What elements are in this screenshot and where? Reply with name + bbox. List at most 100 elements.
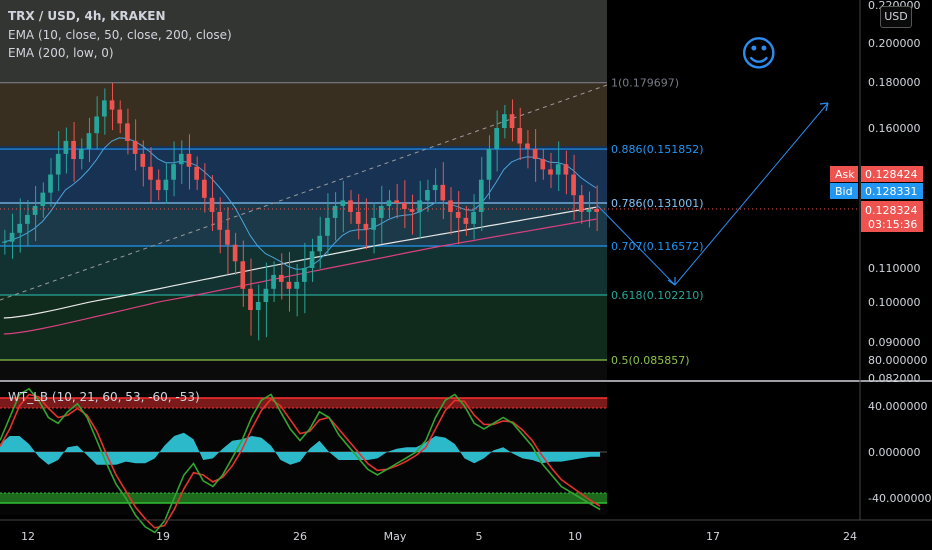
candle-body	[340, 200, 346, 206]
price-tick-5: 0.100000	[868, 296, 921, 309]
candle-body	[402, 203, 407, 209]
candle-body	[194, 166, 199, 180]
candle-body	[132, 140, 138, 154]
candle-body	[55, 153, 61, 175]
candle-body	[478, 179, 484, 212]
bid-price: 0.128331	[865, 185, 918, 198]
candle-body	[263, 288, 269, 302]
candle-body	[394, 200, 399, 203]
candle-body	[309, 251, 315, 268]
candle-body	[148, 166, 153, 180]
candle-body	[40, 192, 46, 206]
candle-body	[571, 174, 576, 196]
ema-legend-1[interactable]: EMA (10, close, 50, close, 200, close)	[8, 28, 232, 42]
candle-body	[225, 229, 230, 245]
candle-body	[594, 208, 599, 212]
candle-body	[94, 116, 99, 134]
candle-body	[271, 274, 276, 289]
candle-body	[9, 232, 15, 242]
oscillator-legend[interactable]: WT_LB (10, 21, 60, 53, -60, -53)	[8, 390, 200, 404]
price-tick-6: 0.090000	[868, 336, 921, 349]
candle-body	[25, 214, 30, 224]
candle-body	[425, 190, 430, 201]
candle-body	[563, 164, 569, 175]
fib-zone-0886-0786	[0, 146, 607, 203]
candle-body	[355, 211, 361, 224]
candle-body	[386, 200, 392, 206]
candle-body	[486, 148, 492, 180]
projection-path[interactable]	[596, 102, 829, 286]
candle-body	[125, 123, 130, 141]
candle-body	[417, 200, 423, 212]
candle-body	[332, 205, 338, 218]
ema-legend-2[interactable]: EMA (200, low, 0)	[8, 46, 114, 60]
candle-body	[371, 217, 376, 230]
time-tick-5: 10	[568, 530, 582, 543]
fib-zone-0618-05	[0, 295, 607, 360]
oscillator-axis[interactable]: 80.000000 40.000000 0.000000 -40.000000	[868, 354, 931, 505]
projection-arrowhead-mid	[667, 277, 676, 286]
last-price-marker: 0.128324 03:15:36	[861, 201, 923, 232]
candle-body	[586, 208, 592, 212]
candle-body	[163, 179, 169, 191]
ask-label: Ask	[835, 168, 855, 181]
osc-tick-0: 80.000000	[868, 354, 928, 367]
candle-body	[286, 281, 292, 289]
candle-body	[217, 211, 223, 230]
candle-body	[140, 153, 146, 167]
osc-tick-2: 0.000000	[868, 446, 921, 459]
time-tick-1: 19	[156, 530, 170, 543]
fib-zone-1-0886	[0, 82, 607, 146]
candle-body	[517, 128, 523, 144]
candle-body	[432, 184, 438, 191]
bid-marker: Bid 0.128331	[830, 183, 923, 199]
osc-tick-1: 40.000000	[868, 400, 928, 413]
time-axis[interactable]: 12 19 26 May 5 10 17 24	[21, 530, 857, 543]
fib-label-3: 0.707(0.116572)	[611, 240, 704, 253]
candle-body	[102, 100, 107, 117]
fib-label-0: 1(0.179697)	[611, 77, 679, 90]
fib-zone-0786-0707	[0, 203, 607, 246]
candle-body	[540, 159, 546, 170]
candle-body	[471, 211, 476, 224]
candle-body	[325, 217, 330, 236]
candle-body	[63, 140, 69, 154]
candle-body	[278, 274, 284, 282]
candle-body	[255, 302, 261, 310]
countdown: 03:15:36	[868, 218, 917, 231]
candle-body	[171, 164, 176, 180]
candle-body	[502, 114, 507, 128]
price-tick-2: 0.180000	[868, 76, 921, 89]
candle-body	[109, 100, 115, 110]
fib-label-5: 0.5(0.085857)	[611, 354, 690, 367]
time-tick-2: 26	[293, 530, 307, 543]
ask-price: 0.128424	[865, 168, 918, 181]
candle-body	[463, 217, 469, 224]
candle-body	[232, 244, 238, 262]
candle-body	[178, 153, 184, 165]
os-band	[0, 493, 607, 503]
time-tick-4: 5	[476, 530, 483, 543]
last-price: 0.128324	[865, 204, 918, 217]
candle-body	[86, 133, 92, 149]
fib-label-1: 0.886(0.151852)	[611, 143, 704, 156]
candlesticks	[2, 82, 599, 341]
candle-body	[48, 174, 53, 193]
currency-button[interactable]: USD	[880, 6, 912, 28]
symbol-legend[interactable]: TRX / USD, 4h, KRAKEN	[8, 9, 166, 23]
candle-body	[202, 179, 207, 198]
candle-body	[2, 241, 7, 243]
candle-body	[209, 197, 215, 212]
wave-trend-1	[0, 387, 601, 534]
osc-tick-3: -40.000000	[868, 492, 931, 505]
fib-zone-top	[0, 0, 607, 82]
time-tick-3: May	[384, 530, 407, 543]
candle-body	[302, 268, 307, 282]
candle-body	[525, 143, 530, 149]
candle-body	[548, 169, 553, 175]
candle-body	[17, 223, 23, 233]
bid-label: Bid	[835, 185, 853, 198]
ema-200-line	[3, 206, 597, 319]
ema-200-low-line	[3, 218, 597, 335]
